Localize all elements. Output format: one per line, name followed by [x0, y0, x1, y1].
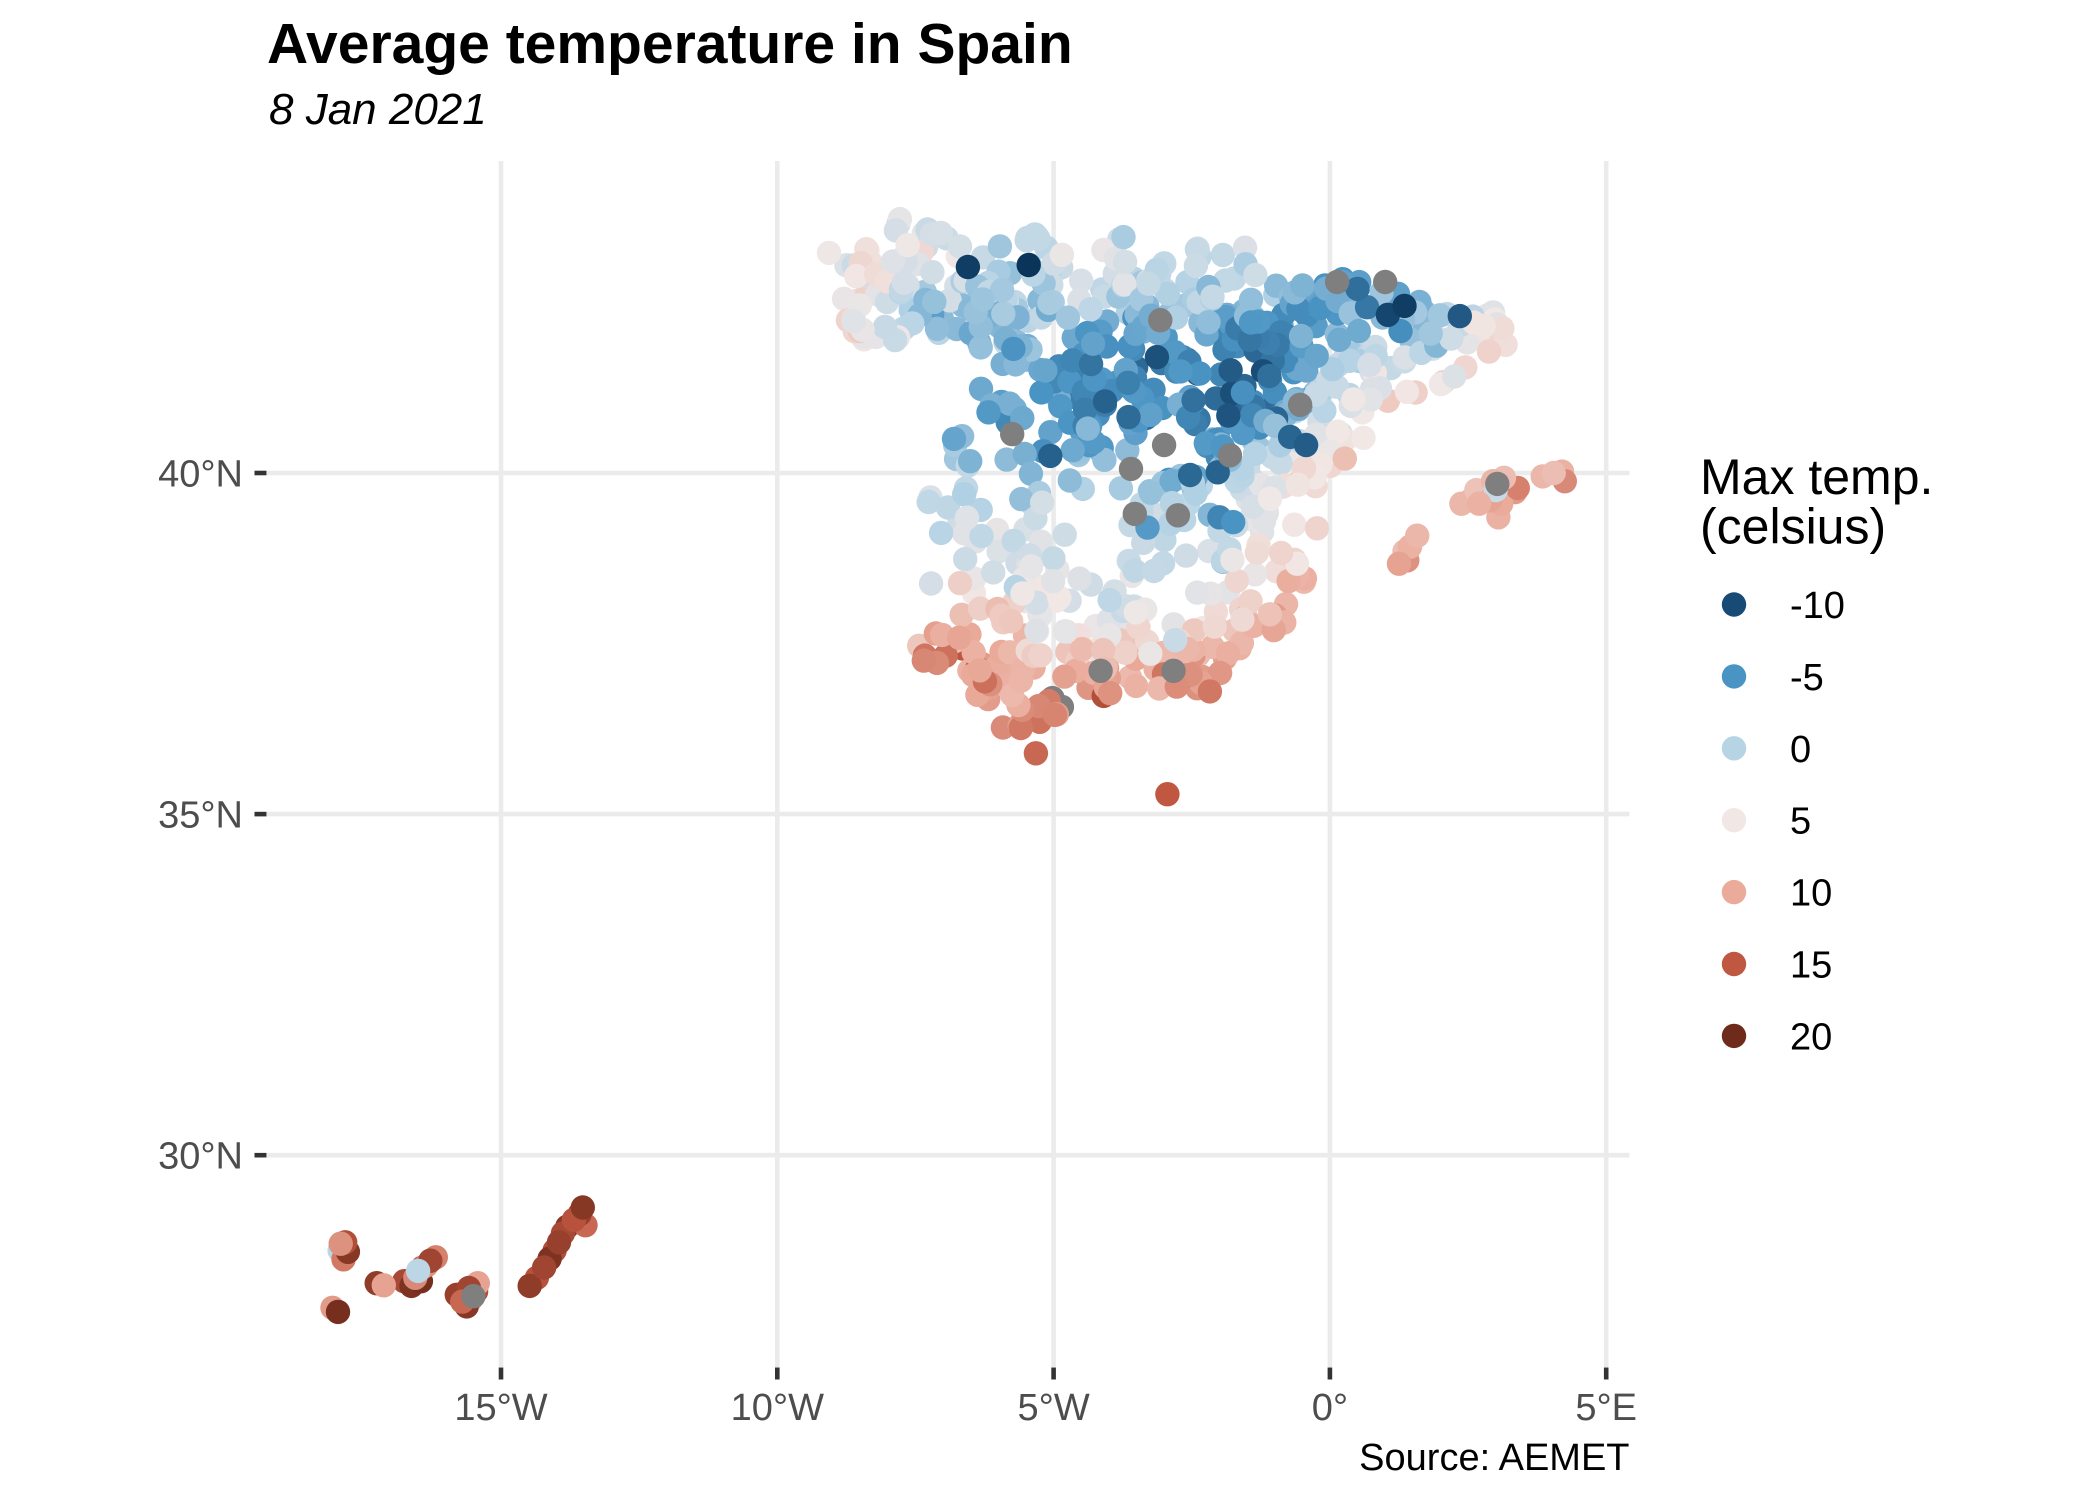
svg-text:35°N: 35°N [158, 795, 243, 837]
svg-text:5°W: 5°W [1017, 1387, 1089, 1429]
svg-text:15: 15 [1790, 945, 1832, 987]
svg-text:5°E: 5°E [1575, 1387, 1637, 1429]
svg-text:0: 0 [1790, 729, 1811, 771]
svg-text:40°N: 40°N [158, 454, 243, 496]
svg-text:10°W: 10°W [731, 1387, 824, 1429]
svg-text:Max temp.: Max temp. [1700, 449, 1933, 505]
svg-text:-10: -10 [1790, 585, 1845, 627]
svg-text:30°N: 30°N [158, 1136, 243, 1178]
svg-text:-5: -5 [1790, 657, 1824, 699]
svg-text:5: 5 [1790, 801, 1811, 843]
svg-text:(celsius): (celsius) [1700, 499, 1886, 555]
svg-text:0°: 0° [1312, 1387, 1348, 1429]
svg-text:15°W: 15°W [454, 1387, 547, 1429]
svg-text:10: 10 [1790, 873, 1832, 915]
svg-text:Source: AEMET: Source: AEMET [1359, 1437, 1629, 1479]
svg-text:Average temperature in Spain: Average temperature in Spain [267, 12, 1073, 76]
svg-text:20: 20 [1790, 1016, 1832, 1058]
svg-text:8 Jan 2021: 8 Jan 2021 [269, 85, 487, 134]
